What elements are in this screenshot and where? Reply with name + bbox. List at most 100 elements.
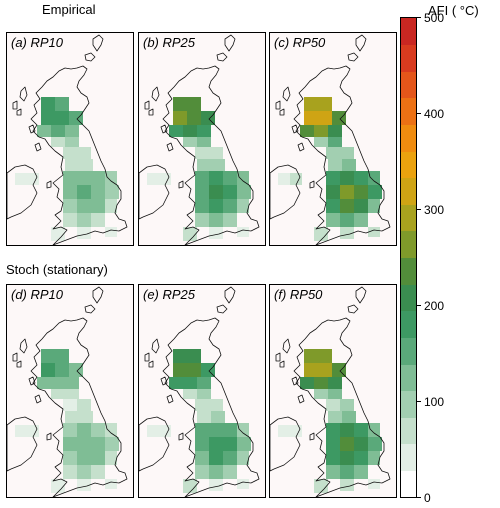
colorbar-tick-200: 200 [424,299,445,313]
grid-cell [197,411,211,423]
coastline-island [275,100,281,110]
grid-cell [51,389,65,399]
grid-cell [314,227,328,241]
grid-cell [328,377,342,389]
grid-cell [209,213,223,227]
colorbar-segment [401,284,416,312]
map-panel-b: (b) RP25 [138,32,266,246]
coastline-island [12,100,18,110]
panel-label-c: (c) RP50 [274,35,326,50]
grid-cell [169,125,183,137]
grid-cell [318,363,332,377]
coastline-island [347,304,359,314]
grid-cell [159,425,171,437]
coastline-island [309,180,315,189]
grid-cell [195,399,209,411]
map-panel-a: (a) RP10 [6,32,134,246]
colorbar-segment [401,44,416,72]
grid-cell [209,423,223,437]
coastline-island [279,360,285,368]
grid-cell [300,377,314,389]
grid-cell [195,465,209,479]
coastline-ireland [139,164,170,220]
grid-cell [91,171,105,185]
grid-cell [55,363,69,377]
grid-cell [147,173,161,185]
grid-cell [326,399,340,411]
coastline-island [92,286,104,304]
coastline-island [46,432,52,441]
panel-label-a: (a) RP10 [11,35,64,50]
grid-cell [77,185,91,199]
grid-cell [340,185,354,199]
grid-cell [209,465,223,479]
coastline-britain [293,65,391,245]
grid-cell [211,159,225,171]
coastline-ireland [7,164,38,220]
grid-cell [340,451,354,465]
colorbar-tick-500: 500 [424,11,445,25]
grid-cell [15,173,29,185]
grid-cell [328,389,342,399]
colorbar-tickmark [417,113,421,114]
grid-cell [77,399,91,411]
grid-cell [197,389,211,399]
coastline-island [291,124,299,134]
grid-cell [278,425,292,437]
grid-cell [187,111,201,125]
coastline-island [16,360,22,368]
grid-cell [326,451,340,465]
grid-cell [91,465,105,479]
grid-cell [368,423,380,437]
panel-label-e: (e) RP25 [143,287,196,302]
grid-cell [187,349,201,363]
colorbar-tickmark [417,17,421,18]
colorbar-tickmark [417,497,421,498]
coastline-britain [30,317,128,497]
grid-cell [314,125,328,137]
coastline-island [282,86,291,102]
coastline-island [19,338,28,354]
grid-cell [314,137,328,147]
coastline-island [151,338,160,354]
colorbar-segment [401,124,416,152]
grid-cell [41,363,55,377]
grid-cell [368,227,380,237]
colorbar-segment [401,204,416,232]
coastline-ireland [139,416,170,472]
grid-cell [326,465,340,479]
coastline-island [16,108,22,116]
colorbar-segment [401,417,416,445]
coastline-island [34,142,42,152]
grid-cell [211,411,225,423]
grid-cell [290,173,302,185]
colorbar-tick-0: 0 [424,491,431,505]
colorbar-tickmark [417,209,421,210]
grid-cell [55,111,69,125]
map-svg [7,285,133,497]
coastline-island [297,394,305,404]
grid-cell [63,399,77,411]
grid-cell [183,125,197,137]
grid-cell [326,147,340,159]
grid-cell [51,479,65,493]
grid-cell [304,349,318,363]
grid-cell [173,349,187,363]
grid-cell [105,479,117,489]
grid-cell [55,349,69,363]
grid-cell [195,437,209,451]
grid-cell [183,479,197,493]
grid-cell [105,185,119,199]
grid-cell [318,111,332,125]
coastline-britain [162,317,260,497]
grid-cell [209,437,223,451]
grid-cell [354,465,368,479]
coastline-island [84,52,96,62]
grid-cell [354,451,368,465]
grid-cell [354,437,368,451]
grid-cell [51,137,65,147]
grid-cell [183,227,197,241]
coastline-island [166,142,174,152]
grid-cell [237,451,249,465]
panel-label-b: (b) RP25 [143,35,196,50]
